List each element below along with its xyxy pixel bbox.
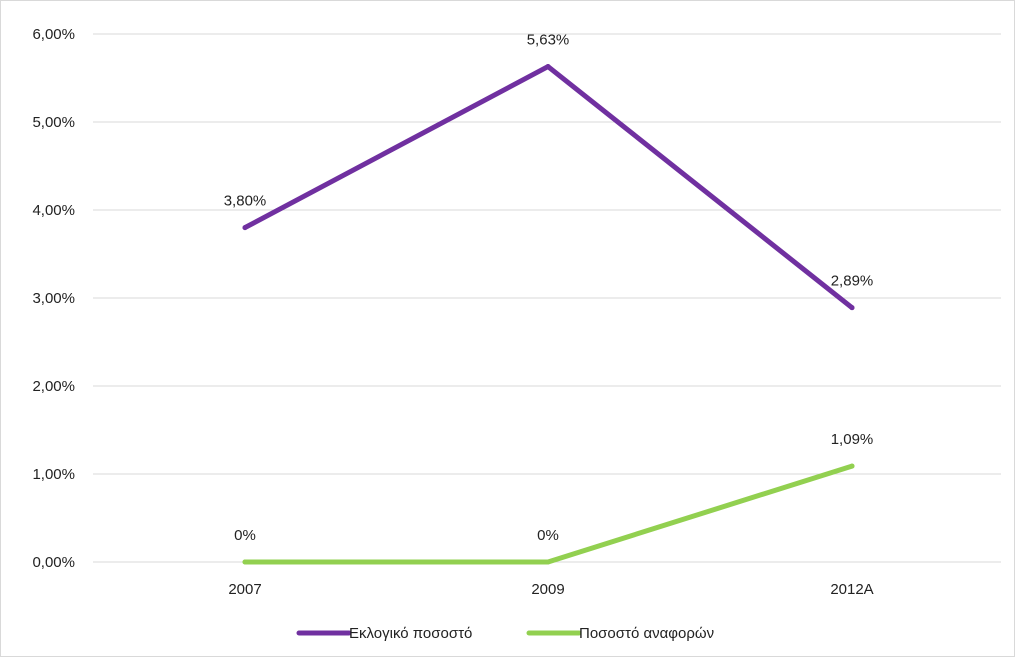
data-point bbox=[242, 559, 248, 565]
data-label: 2,89% bbox=[831, 273, 874, 290]
y-tick-label: 4,00% bbox=[32, 202, 75, 219]
y-tick-label: 5,00% bbox=[32, 114, 75, 131]
series-line-1 bbox=[242, 64, 855, 311]
legend-label: Ποσοστό αναφορών bbox=[579, 625, 714, 642]
y-tick-label: 2,00% bbox=[32, 378, 75, 395]
data-point bbox=[545, 64, 551, 70]
grid-lines bbox=[93, 33, 1001, 563]
series-lines bbox=[242, 64, 855, 565]
data-label: 0% bbox=[234, 527, 256, 544]
x-axis-ticks: 2007 2009 2012A bbox=[228, 581, 873, 598]
data-label: 1,09% bbox=[831, 431, 874, 448]
legend: Εκλογικό ποσοστό Ποσοστό αναφορών bbox=[296, 625, 714, 642]
legend-label: Εκλογικό ποσοστό bbox=[349, 625, 472, 642]
x-tick-label: 2007 bbox=[228, 581, 261, 598]
series-line-2 bbox=[242, 463, 855, 565]
data-point bbox=[242, 225, 248, 231]
data-point bbox=[849, 305, 855, 311]
y-tick-label: 1,00% bbox=[32, 466, 75, 483]
data-labels: 3,80% 5,63% 2,89% 0% 0% 1,09% bbox=[224, 32, 874, 544]
x-tick-label: 2012A bbox=[830, 581, 873, 598]
data-label: 5,63% bbox=[527, 32, 570, 49]
y-tick-label: 6,00% bbox=[32, 26, 75, 43]
data-point bbox=[849, 463, 855, 469]
data-label: 0% bbox=[537, 527, 559, 544]
x-tick-label: 2009 bbox=[531, 581, 564, 598]
y-axis-ticks: 0,00% 1,00% 2,00% 3,00% 4,00% 5,00% 6,00% bbox=[32, 26, 75, 571]
y-tick-label: 0,00% bbox=[32, 554, 75, 571]
y-tick-label: 3,00% bbox=[32, 290, 75, 307]
data-point bbox=[545, 559, 551, 565]
data-label: 3,80% bbox=[224, 193, 267, 210]
